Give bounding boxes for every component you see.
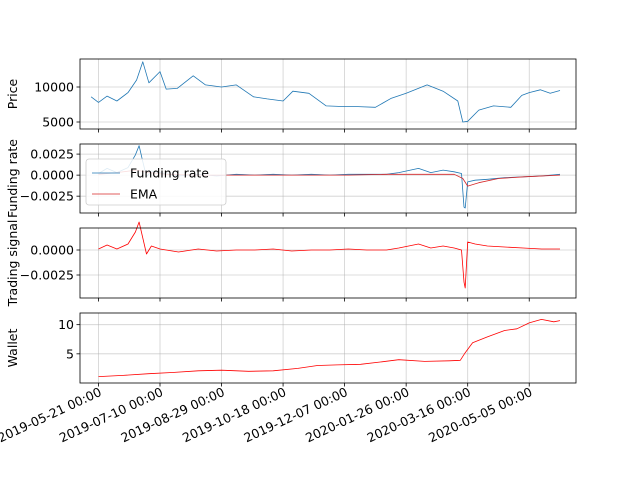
y-tick-label: 0.0000 [30, 168, 74, 183]
axes-frame [79, 143, 577, 214]
x-tick-label: 2019-08-29 00:00 [118, 384, 226, 445]
y-tick-label: 0.0025 [30, 147, 74, 162]
axes-frame [79, 227, 577, 299]
x-tick-label: 2019-07-10 00:00 [57, 384, 165, 445]
price-panel: 5000 10000 Price [5, 58, 577, 133]
y-axis-label: Funding rate [5, 139, 20, 218]
trading-signal-panel: −0.0025 0.0000 Trading signal [5, 220, 577, 308]
series-line-0 [98, 221, 560, 289]
y-axis-label: Trading signal [5, 220, 20, 308]
y-tick-label: 0.0000 [30, 243, 74, 258]
legend-box [85, 158, 227, 206]
x-tick-label: 2020-03-16 00:00 [365, 384, 473, 445]
x-tick-label: 2019-10-18 00:00 [180, 384, 288, 445]
y-tick-label: −0.0025 [20, 268, 74, 283]
x-tick-label: 2019-12-07 00:00 [241, 384, 349, 445]
y-tick-label: −0.0025 [20, 189, 74, 204]
legend-entry: Funding rate [130, 166, 209, 181]
y-axis-label: Price [5, 78, 20, 109]
y-tick-label: 10 [58, 317, 74, 332]
series-line-0 [90, 61, 561, 123]
x-tick-label: 2020-05-05 00:00 [426, 384, 534, 445]
axes-frame [79, 58, 577, 130]
y-tick-label: 5 [66, 346, 74, 361]
legend: Funding rate EMA [85, 158, 227, 206]
x-tick-label: 2020-01-26 00:00 [303, 384, 411, 445]
y-tick-label: 10000 [34, 80, 74, 95]
series-line-0 [98, 318, 561, 377]
y-tick-label: 5000 [42, 115, 74, 130]
axes-frame [79, 312, 577, 384]
legend-entry: EMA [130, 187, 158, 202]
y-axis-label: Wallet [5, 329, 20, 368]
x-tick-label: 2019-05-21 00:00 [0, 384, 104, 445]
